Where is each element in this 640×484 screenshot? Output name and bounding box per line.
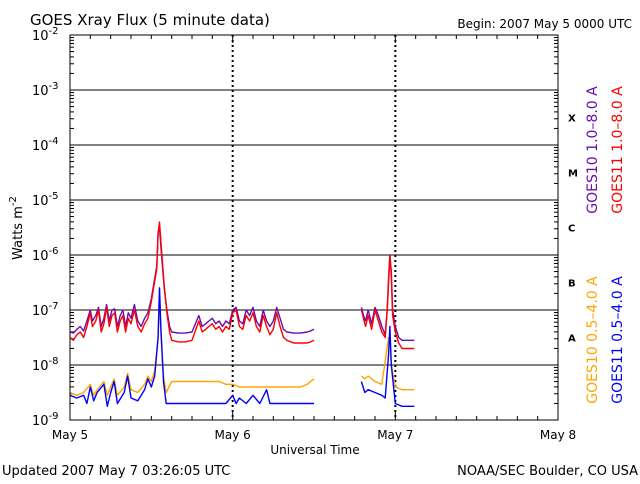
- plot-area: 10-9 10-8 10-7 10-6 10-5 10-4 10-3 10-2 May 5 May…: [8, 26, 626, 442]
- y-tick-label: 10-7: [32, 301, 59, 319]
- y-tick-label: 10-6: [32, 246, 59, 264]
- begin-label: Begin: 2007 May 5 0000 UTC: [457, 17, 632, 31]
- x-tick-label: May 8: [540, 428, 576, 442]
- y-tick-label: 10-8: [32, 356, 59, 374]
- y-tick-label: 10-3: [32, 81, 59, 99]
- x-tick-label: May 5: [52, 428, 88, 442]
- y-tick-label: 10-2: [32, 26, 59, 44]
- flare-class-label: A: [568, 334, 576, 345]
- y-tick-label: 10-5: [32, 191, 59, 209]
- series-line: [69, 287, 415, 396]
- legend-entry: GOES10 1.0–8.0 A: [585, 86, 601, 214]
- series-line: [69, 221, 415, 350]
- y-tick-label: 10-9: [32, 411, 59, 429]
- legend-entry: GOES11 1.0–8.0 A: [610, 86, 626, 214]
- data-source: NOAA/SEC Boulder, CO USA: [457, 464, 638, 479]
- y-tick-label: 10-4: [32, 136, 59, 154]
- flare-class-label: M: [568, 169, 578, 180]
- legend-entry: GOES11 0.5–4.0 A: [610, 276, 626, 404]
- series-line: [69, 226, 415, 341]
- plot-frame: [69, 34, 559, 421]
- x-axis-label: Universal Time: [270, 443, 359, 457]
- flare-class-label: X: [568, 114, 576, 125]
- flare-class-label: B: [568, 279, 576, 290]
- flare-class-label: C: [568, 224, 575, 235]
- updated-timestamp: Updated 2007 May 7 03:26:05 UTC: [2, 464, 230, 479]
- legend-entry: GOES10 0.5–4.0 A: [585, 276, 601, 404]
- x-tick-label: May 7: [377, 428, 413, 442]
- chart-title: GOES Xray Flux (5 minute data): [30, 11, 270, 29]
- y-axis-label: Watts m-2: [8, 196, 26, 260]
- series-line: [69, 287, 415, 407]
- x-tick-label: May 6: [215, 428, 251, 442]
